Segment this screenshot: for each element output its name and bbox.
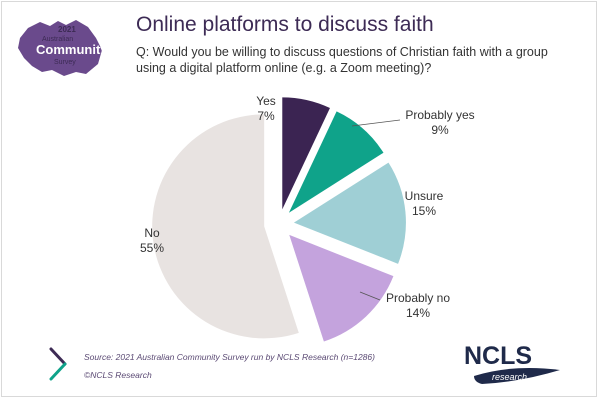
ncls-sub: research xyxy=(492,372,527,382)
slice-value-label: 15% xyxy=(412,204,436,218)
chart-title: Online platforms to discuss faith xyxy=(136,13,434,36)
slice-value-label: 14% xyxy=(406,306,430,320)
acs-line1: Australian xyxy=(42,36,73,43)
pie-slice-no xyxy=(152,114,299,339)
copyright-note: ©NCLS Research xyxy=(84,370,152,380)
pie-slice-yes xyxy=(282,97,330,210)
slice-value-label: 9% xyxy=(431,123,449,137)
australia-map-icon xyxy=(18,20,102,76)
slice-value-label: 7% xyxy=(257,109,275,123)
acs-line2: Community xyxy=(36,42,108,57)
leader-line xyxy=(359,291,381,301)
pie-slice-probably-no xyxy=(289,234,394,342)
leader-line xyxy=(351,119,401,127)
australian-community-survey-logo: 2021 Australian Community Survey xyxy=(18,20,108,76)
survey-question: Q: Would you be willing to discuss quest… xyxy=(136,45,548,75)
pie-slice-probably-yes xyxy=(288,111,384,213)
ncls-research-logo: NCLS research xyxy=(464,342,560,384)
swoosh-icon xyxy=(474,368,560,384)
slice-label: No xyxy=(144,226,160,240)
acs-line3: Survey xyxy=(54,59,76,66)
ncls-main: NCLS xyxy=(464,342,532,370)
source-note: Source: 2021 Australian Community Survey… xyxy=(84,352,375,362)
chevron-right-icon xyxy=(49,347,67,381)
slice-label: Unsure xyxy=(405,189,444,203)
slice-label: Probably yes xyxy=(405,108,474,122)
acs-year: 2021 xyxy=(58,25,76,34)
pie-slice-unsure xyxy=(293,162,406,264)
slice-label: Probably no xyxy=(386,291,450,305)
slice-label: Yes xyxy=(256,94,276,108)
slice-value-label: 55% xyxy=(140,241,164,255)
pie-slices xyxy=(152,97,406,342)
